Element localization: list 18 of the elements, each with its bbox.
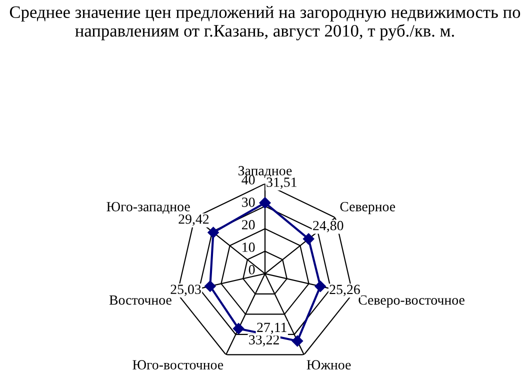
data-label: 31,51: [266, 178, 296, 189]
data-label: 27,11: [257, 322, 286, 334]
data-label: 33,22: [249, 335, 279, 346]
data-label: 29,42: [178, 214, 209, 226]
data-label: 25,26: [330, 284, 360, 296]
spoke-label: Восточное: [109, 295, 172, 305]
y-tick-label: 0: [248, 265, 255, 274]
y-tick-label: 20: [242, 220, 255, 230]
y-tick-label: 30: [242, 198, 255, 207]
spoke-label: Юго-восточное: [132, 360, 224, 370]
chart-title: Среднее значение цен предложений на загородную недвижимость по направлениям от г.Казань, август 2010, т руб./кв. м.: [10, 6, 520, 40]
spoke-label: Южное: [306, 360, 351, 370]
spoke-label: Юго-западное: [106, 202, 190, 214]
data-label: 25,03: [170, 284, 201, 296]
spoke-label: Северное: [340, 202, 396, 214]
y-tick-label: 10: [242, 242, 255, 252]
data-label: 24,80: [313, 220, 344, 232]
spoke-label: Северо-восточное: [358, 295, 464, 308]
